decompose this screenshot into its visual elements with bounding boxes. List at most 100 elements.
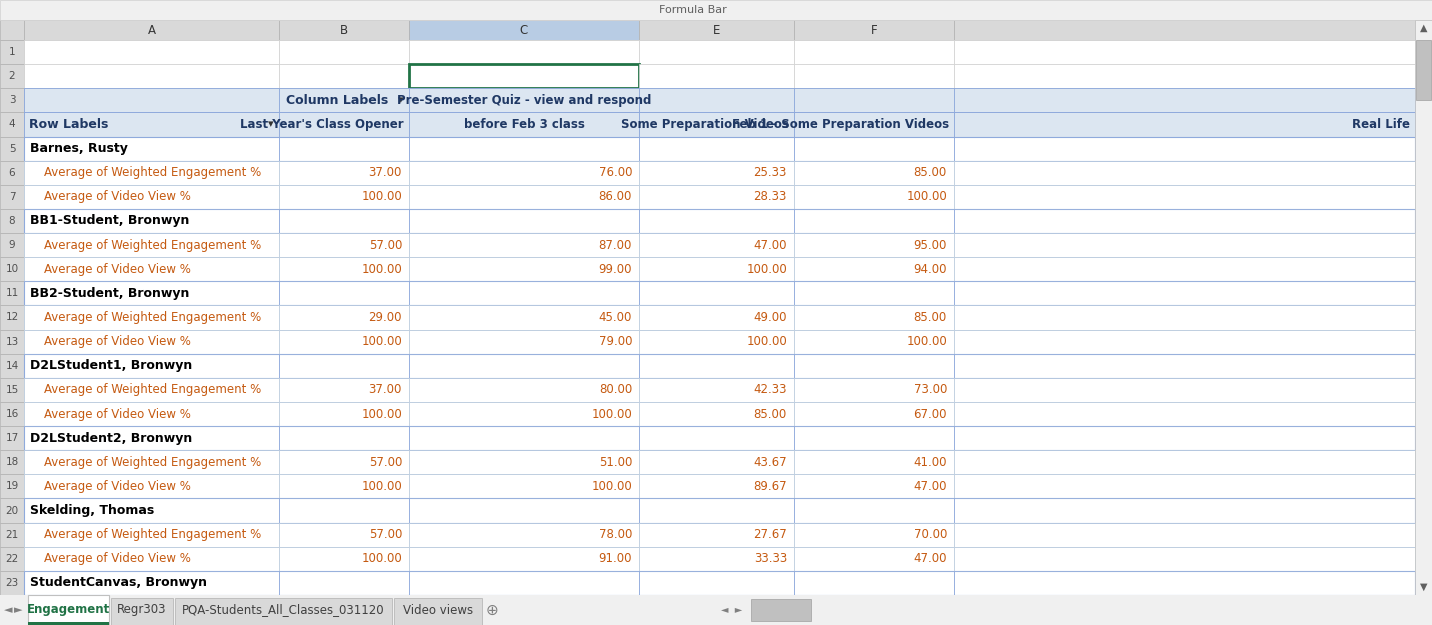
Bar xyxy=(639,426,793,450)
Bar xyxy=(279,474,410,499)
Bar xyxy=(954,426,1415,450)
Text: 20: 20 xyxy=(6,506,19,516)
Bar xyxy=(793,20,954,40)
Text: 23: 23 xyxy=(6,578,19,588)
Text: 79.00: 79.00 xyxy=(599,335,632,348)
Text: Engagement: Engagement xyxy=(27,602,110,616)
Bar xyxy=(24,88,279,112)
Bar xyxy=(0,547,24,571)
Bar xyxy=(0,378,24,402)
Bar xyxy=(639,329,793,354)
Text: ◄  ►: ◄ ► xyxy=(720,605,742,615)
Bar xyxy=(24,329,279,354)
Bar xyxy=(954,281,1415,306)
Bar xyxy=(24,378,279,402)
Bar xyxy=(410,20,639,40)
Bar xyxy=(410,402,639,426)
Text: ⊕: ⊕ xyxy=(485,602,498,618)
Text: 16: 16 xyxy=(6,409,19,419)
Bar xyxy=(24,522,1415,547)
Bar xyxy=(793,499,954,522)
Bar xyxy=(24,474,1415,499)
Text: 100.00: 100.00 xyxy=(906,191,947,203)
Text: 51.00: 51.00 xyxy=(599,456,632,469)
Bar xyxy=(639,571,793,595)
Bar xyxy=(0,112,24,136)
Bar xyxy=(24,161,279,185)
Bar xyxy=(639,378,793,402)
Text: 25.33: 25.33 xyxy=(753,166,788,179)
Text: 100.00: 100.00 xyxy=(591,480,632,493)
Bar xyxy=(24,499,1415,522)
Bar xyxy=(279,257,410,281)
Bar xyxy=(410,112,639,136)
Bar xyxy=(793,112,954,136)
Bar xyxy=(24,571,279,595)
Text: Average of Weighted Engagement %: Average of Weighted Engagement % xyxy=(44,166,261,179)
Bar xyxy=(793,64,954,88)
Bar xyxy=(24,88,1415,112)
Bar xyxy=(410,185,639,209)
Text: 91.00: 91.00 xyxy=(599,552,632,565)
Bar xyxy=(0,329,24,354)
Bar xyxy=(175,598,392,625)
Text: 80.00: 80.00 xyxy=(599,383,632,396)
Bar xyxy=(793,281,954,306)
Text: 8: 8 xyxy=(9,216,16,226)
Bar xyxy=(639,20,793,40)
Bar xyxy=(24,306,1415,329)
Bar xyxy=(1415,20,1432,595)
Bar xyxy=(793,40,954,64)
Bar xyxy=(954,64,1415,88)
Text: 10: 10 xyxy=(6,264,19,274)
Text: C: C xyxy=(520,24,528,36)
Bar xyxy=(954,378,1415,402)
Bar xyxy=(24,571,1415,595)
Bar xyxy=(24,112,279,136)
Bar xyxy=(954,354,1415,378)
Bar xyxy=(24,450,1415,474)
Text: Real Life: Real Life xyxy=(1352,118,1411,131)
Bar xyxy=(793,136,954,161)
Bar xyxy=(793,88,954,112)
Text: Average of Weighted Engagement %: Average of Weighted Engagement % xyxy=(44,456,261,469)
Bar xyxy=(954,474,1415,499)
Text: Average of Video View %: Average of Video View % xyxy=(44,480,190,493)
Bar xyxy=(954,450,1415,474)
Bar xyxy=(410,233,639,257)
Text: 43.67: 43.67 xyxy=(753,456,788,469)
Text: D2LStudent1, Bronwyn: D2LStudent1, Bronwyn xyxy=(30,359,192,372)
Bar xyxy=(279,88,410,112)
Bar xyxy=(0,474,24,499)
Text: 100.00: 100.00 xyxy=(746,335,788,348)
Text: 100.00: 100.00 xyxy=(361,408,402,421)
Bar xyxy=(24,426,1415,450)
Text: 37.00: 37.00 xyxy=(368,166,402,179)
Bar xyxy=(954,547,1415,571)
Bar xyxy=(279,547,410,571)
Bar xyxy=(639,281,793,306)
Text: 47.00: 47.00 xyxy=(914,552,947,565)
Text: 49.00: 49.00 xyxy=(753,311,788,324)
Bar xyxy=(954,112,1415,136)
Bar xyxy=(0,64,24,88)
Bar xyxy=(639,402,793,426)
Text: Some Preparation Videos: Some Preparation Videos xyxy=(621,118,789,131)
Bar xyxy=(793,233,954,257)
Text: 37.00: 37.00 xyxy=(368,383,402,396)
Bar xyxy=(0,185,24,209)
Text: 89.67: 89.67 xyxy=(753,480,788,493)
Bar xyxy=(0,522,24,547)
Text: ▾: ▾ xyxy=(268,119,274,129)
Text: Average of Video View %: Average of Video View % xyxy=(44,552,190,565)
Bar xyxy=(279,499,410,522)
Bar xyxy=(954,209,1415,233)
Bar xyxy=(954,306,1415,329)
Bar xyxy=(279,306,410,329)
Text: 100.00: 100.00 xyxy=(361,552,402,565)
Bar xyxy=(24,426,279,450)
Bar xyxy=(279,402,410,426)
Bar xyxy=(793,402,954,426)
Text: Average of Weighted Engagement %: Average of Weighted Engagement % xyxy=(44,528,261,541)
Bar xyxy=(279,354,410,378)
